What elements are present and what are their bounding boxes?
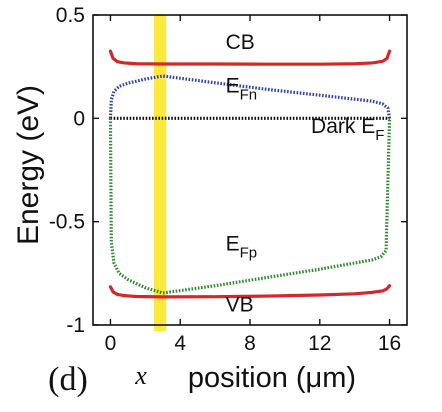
panel-label: (d) [48,361,88,398]
y-tick-label: 0.5 [56,4,85,27]
x-tick-label: 12 [308,332,331,355]
series-line-vb [108,284,392,299]
x-tick-label: 16 [378,332,401,355]
y-tick-label: -1 [66,314,85,337]
series-line-efn [108,74,392,119]
curve-label-efp: EFp [226,233,258,262]
highlight-band [154,15,167,331]
x-axis-variable: x [134,361,147,390]
x-tick-label: 8 [244,332,256,355]
x-tick-label: 0 [105,332,117,355]
series-line-efp [108,118,392,295]
x-tick-label: 4 [174,332,186,355]
y-tick-label: -0.5 [49,211,85,234]
curve-label-efn: EFn [226,75,258,104]
plot-frame [92,14,408,326]
x-axis-title: position (μm) [188,362,356,394]
y-tick-label: 0 [73,107,85,130]
y-axis-title: Energy (eV) [12,85,45,245]
curve-label-dark-ef: Dark EF [311,115,384,144]
series-line-cb [108,49,392,66]
curve-label-cb: CB [226,31,255,54]
curve-label-vb: VB [226,294,254,317]
